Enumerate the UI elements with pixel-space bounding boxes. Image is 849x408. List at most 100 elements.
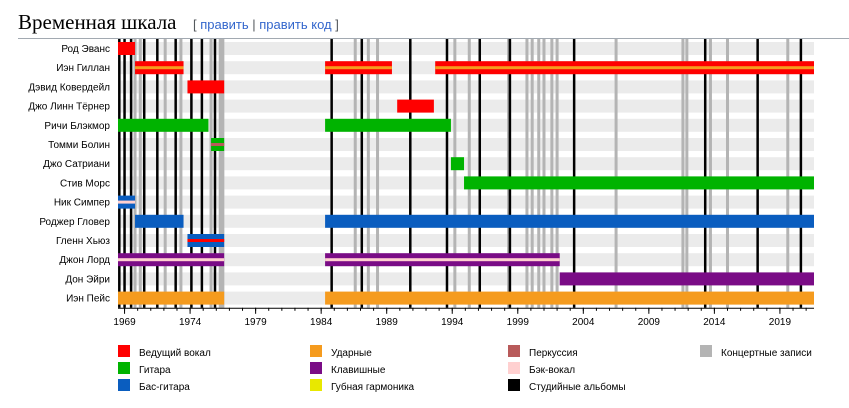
live-album-line (133, 39, 137, 308)
legend-swatch-percussion (508, 345, 520, 357)
studio-album-line (572, 39, 576, 308)
x-tick-label: 1974 (179, 317, 202, 328)
x-tick-label: 2019 (769, 317, 792, 328)
studio-album-line (190, 39, 193, 308)
live-album-line (681, 39, 685, 308)
section-title: Временная шкала (18, 10, 177, 34)
member-bar (325, 118, 451, 132)
studio-album-line (360, 39, 364, 308)
studio-album-line (156, 39, 159, 308)
live-album-line (209, 39, 213, 308)
edit-bracket-close: ] (335, 17, 339, 32)
live-album-line (537, 39, 541, 308)
member-bar-stripe (325, 66, 392, 70)
studio-album-line (213, 39, 217, 308)
x-tick-label: 1989 (376, 317, 399, 328)
member-name-label: Гленн Хьюз (56, 236, 110, 247)
live-album-line (138, 39, 142, 308)
row-band (118, 195, 814, 209)
studio-album-line (478, 39, 482, 308)
row-band (118, 99, 814, 113)
live-album-line (542, 39, 546, 308)
studio-album-line (129, 39, 133, 308)
legend-swatch-vocals (118, 345, 130, 357)
studio-album-line (508, 39, 512, 308)
member-name-label: Стив Морс (60, 178, 110, 189)
member-bar-stripe (118, 258, 225, 262)
live-album-line (221, 39, 225, 308)
member-bar (135, 214, 184, 228)
live-album-line (376, 39, 380, 308)
live-album-line (685, 39, 689, 308)
live-album-line (708, 39, 712, 308)
member-bar-stripe (187, 239, 225, 242)
studio-album-line (118, 39, 121, 308)
member-bar-stripe (435, 66, 814, 70)
x-tick-label: 2004 (572, 317, 595, 328)
legend-swatch-harmonica (310, 379, 322, 391)
member-name-label: Иэн Гиллан (56, 63, 110, 74)
studio-album-line (142, 39, 146, 308)
edit-bracket-open: [ (192, 17, 197, 32)
live-album-line (453, 39, 457, 308)
live-album-line (550, 39, 554, 308)
x-tick-label: 1969 (113, 317, 136, 328)
x-tick-label: 1984 (310, 317, 333, 328)
member-bar (325, 214, 814, 228)
member-bar (464, 176, 814, 190)
legend-swatch-guitar (118, 362, 130, 374)
studio-album-line (756, 39, 759, 308)
live-album-line (725, 39, 729, 308)
studio-album-line (409, 39, 412, 308)
member-name-label: Ричи Блэкмор (44, 121, 110, 132)
legend-label-live: Концертные записи (721, 348, 812, 359)
member-name-label: Томми Болин (48, 140, 110, 151)
legend-swatch-bass (118, 379, 130, 391)
row-band (118, 80, 814, 94)
x-tick-label: 2014 (703, 317, 726, 328)
edit-separator: | (252, 17, 256, 32)
member-bar (118, 118, 209, 132)
edit-code-link[interactable]: править код (259, 17, 332, 32)
studio-album-line (200, 39, 204, 308)
member-bar-stripe (118, 200, 136, 204)
member-name-label: Иэн Пейс (66, 294, 110, 305)
live-album-line (366, 39, 370, 308)
x-tick-label: 1979 (245, 317, 268, 328)
live-album-line (525, 39, 529, 308)
legend-label-vocals: Ведущий вокал (139, 348, 211, 359)
member-bar (559, 272, 814, 286)
legend-swatch-drums (310, 345, 322, 357)
legend-swatch-live (700, 345, 712, 357)
row-band (118, 118, 814, 132)
row-band (118, 138, 814, 151)
x-tick-label: 1999 (507, 317, 530, 328)
legend-label-keyboards: Клавишные (331, 365, 386, 376)
studio-album-line (330, 39, 333, 308)
studio-album-line (174, 39, 177, 308)
x-tick-label: 2009 (638, 317, 661, 328)
live-album-line (507, 39, 511, 308)
section-header: Временная шкала [ править | править код … (18, 10, 849, 39)
legend-swatch-backing (508, 362, 520, 374)
member-name-label: Дэвид Ковердейл (28, 82, 110, 93)
member-bar (325, 291, 814, 305)
studio-album-line (703, 39, 707, 308)
studio-album-line (799, 39, 803, 308)
member-bar (450, 157, 465, 171)
legend-label-harmonica: Губная гармоника (331, 381, 415, 393)
live-album-line (163, 39, 167, 308)
member-bar (118, 291, 225, 305)
legend-label-drums: Ударные (331, 348, 372, 359)
edit-link[interactable]: править (200, 17, 249, 32)
row-band (118, 42, 814, 55)
studio-album-line (445, 39, 449, 308)
member-bar (187, 80, 225, 94)
legend-swatch-keyboards (310, 362, 322, 374)
member-name-label: Род Эванс (61, 44, 110, 55)
live-album-line (218, 39, 222, 308)
studio-album-line (123, 39, 126, 308)
legend-swatch-studio (508, 379, 520, 391)
live-album-line (353, 39, 357, 308)
member-name-label: Джо Линн Тёрнер (28, 102, 110, 113)
